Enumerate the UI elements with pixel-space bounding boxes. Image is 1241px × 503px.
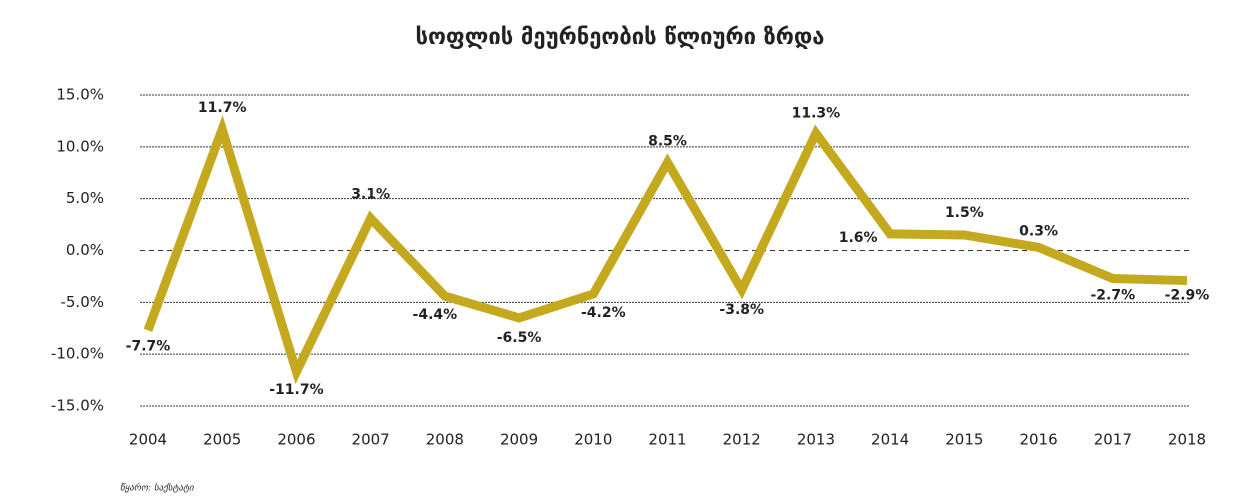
data-label: 1.5% [945,205,984,221]
x-tick-label: 2017 [1094,431,1132,449]
data-label: 8.5% [648,133,687,149]
x-tick-label: 2007 [352,431,390,449]
x-tick-label: 2009 [500,431,538,449]
data-label: -3.8% [719,302,764,318]
y-tick-label: 0.0% [66,241,104,259]
x-tick-label: 2011 [648,431,686,449]
x-tick-label: 2015 [945,431,983,449]
data-label: 1.6% [839,230,878,246]
x-tick-label: 2018 [1168,431,1206,449]
y-tick-label: 5.0% [66,189,104,207]
data-label: 11.7% [198,100,247,116]
y-tick-label: -10.0% [51,345,104,363]
y-tick-label: -5.0% [60,293,104,311]
data-label: -2.9% [1165,288,1210,304]
x-tick-label: 2006 [277,431,315,449]
x-tick-label: 2014 [871,431,909,449]
x-tick-label: 2016 [1019,431,1057,449]
chart-title: სოფლის მეურნეობის წლიური ზრდა [416,25,825,50]
x-tick-label: 2004 [129,431,167,449]
x-tick-label: 2012 [723,431,761,449]
data-line [143,115,1188,385]
x-tick-label: 2008 [426,431,464,449]
x-tick-label: 2013 [797,431,835,449]
y-tick-label: -15.0% [51,397,104,415]
data-label: 0.3% [1019,223,1058,239]
data-label: -7.7% [126,338,171,354]
y-tick-label: 15.0% [56,86,104,104]
data-label: -4.2% [581,305,626,321]
y-tick-label: 10.0% [56,137,104,155]
x-tick-label: 2005 [203,431,241,449]
data-label: -11.7% [269,382,323,398]
data-label: 3.1% [351,186,390,202]
data-label: 11.3% [792,105,841,121]
data-label: -4.4% [413,307,458,323]
data-label: -6.5% [497,330,542,346]
source-note: წყარო: საქსტატი [120,483,195,494]
x-tick-label: 2010 [574,431,612,449]
data-label: -2.7% [1090,287,1135,303]
